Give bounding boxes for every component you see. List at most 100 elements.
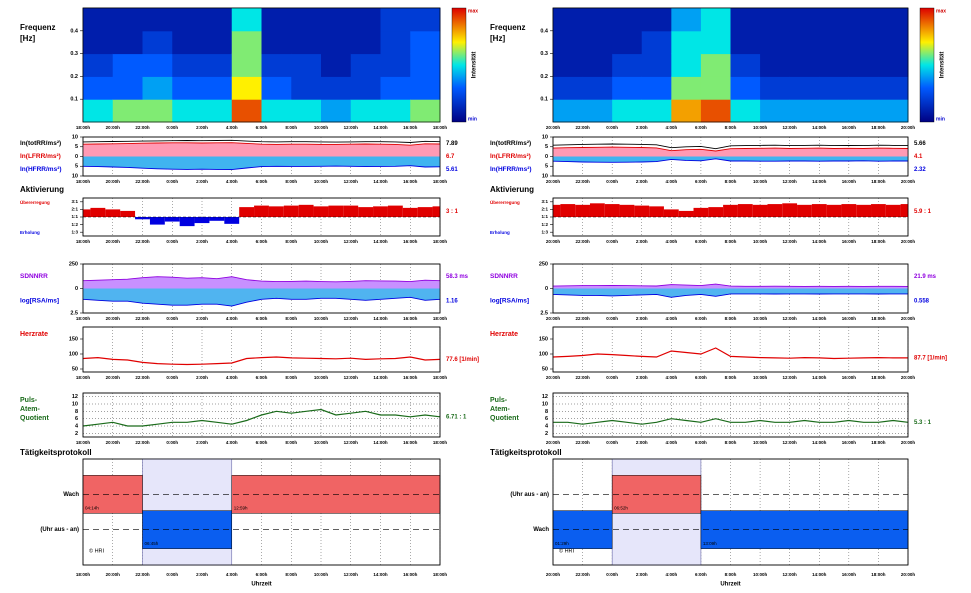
x-tick-label: 16:00h — [842, 440, 857, 445]
segment-label: 01:29h — [555, 541, 569, 546]
panel-border — [552, 392, 909, 438]
x-tick-label: 20:00h — [901, 316, 916, 321]
y-tick-label: 6 — [545, 416, 548, 422]
x-tick-label: 6:00h — [695, 375, 707, 380]
summary-value: 1.16 — [446, 298, 458, 304]
y-tick-label: 5 — [545, 144, 548, 150]
heat-cell — [112, 76, 143, 100]
x-tick-label: 12:00h — [783, 572, 798, 577]
heat-cell — [612, 8, 643, 32]
heat-cell — [142, 76, 173, 100]
heat-cell — [819, 99, 850, 123]
heat-cell — [878, 76, 909, 100]
y-tick-label: 250 — [69, 261, 78, 267]
bar — [752, 204, 768, 217]
y-tick-label: 10 — [72, 173, 78, 179]
y-tick-label: 1:2 — [71, 222, 78, 227]
series-line — [82, 142, 441, 146]
x-tick-label: 0:00h — [606, 375, 618, 380]
x-tick-label: 8:00h — [725, 239, 737, 244]
summary-value: 21.9 ms — [914, 274, 937, 280]
x-tick-label: 16:00h — [403, 179, 418, 184]
panel-title: Tätigkeitsprotokoll — [490, 448, 562, 457]
x-tick-label: 0:00h — [606, 239, 618, 244]
series-name: ln(HFRR/ms²) — [490, 166, 532, 173]
bar — [239, 207, 255, 217]
x-tick-label: 14:00h — [812, 316, 827, 321]
heat-cell — [142, 30, 173, 55]
x-tick-label: 20:00h — [546, 125, 561, 130]
bar — [179, 217, 195, 227]
bar — [885, 204, 901, 217]
x-tick-label: 12:00h — [344, 125, 359, 130]
heat-cell — [760, 30, 791, 55]
area — [553, 288, 908, 298]
bar — [268, 206, 284, 217]
x-tick-label: 14:00h — [373, 179, 388, 184]
panel-border — [82, 392, 441, 438]
x-tick-label: 14:00h — [812, 179, 827, 184]
bar — [663, 209, 679, 217]
x-tick-label: 0:00h — [166, 316, 178, 321]
x-tick-label: 22:00h — [575, 440, 590, 445]
x-tick-label: 22:00h — [135, 440, 150, 445]
x-tick-label: 0:00h — [606, 316, 618, 321]
x-tick-label: 6:00h — [256, 572, 268, 577]
y-tick-label: 10 — [542, 173, 548, 179]
heat-cell — [819, 53, 850, 77]
x-tick-label: 14:00h — [373, 375, 388, 380]
heat-cell — [231, 76, 262, 100]
y-tick-label: 150 — [69, 336, 78, 342]
heat-cell — [878, 8, 909, 32]
x-tick-label: 16:00h — [842, 375, 857, 380]
x-tick-label: 14:00h — [373, 572, 388, 577]
series-line — [82, 408, 441, 427]
x-tick-label: 14:00h — [812, 572, 827, 577]
y-tick-label: 8 — [545, 409, 548, 415]
row-name: Wach — [533, 527, 549, 533]
x-tick-label: 18:00h — [871, 316, 886, 321]
heat-cell — [848, 99, 879, 123]
bar — [782, 203, 798, 217]
x-tick-label: 20:00h — [106, 125, 121, 130]
x-tick-label: 6:00h — [256, 375, 268, 380]
heat-cell — [112, 53, 143, 77]
upper-label: Übererregung — [20, 199, 50, 205]
y-tick-label: 0.1 — [540, 97, 548, 103]
x-tick-label: 20:00h — [106, 316, 121, 321]
heat-cell — [700, 53, 731, 77]
x-tick-label: 12:00h — [783, 316, 798, 321]
x-tick-label: 18:00h — [76, 375, 91, 380]
x-tick-label: 22:00h — [135, 375, 150, 380]
x-tick-label: 12:00h — [783, 375, 798, 380]
y-tick-label: 2.5 — [70, 310, 78, 316]
heat-cell — [410, 30, 441, 55]
summary-value: 3 : 1 — [446, 209, 459, 215]
upper-label: Übererregung — [490, 199, 520, 205]
heat-cell — [878, 53, 909, 77]
heat-cell — [582, 99, 613, 123]
heat-cell — [641, 8, 672, 32]
heat-cell — [789, 30, 820, 55]
bar — [900, 204, 908, 217]
x-tick-label: 4:00h — [665, 239, 677, 244]
x-tick-label: 20:00h — [546, 572, 561, 577]
heat-cell — [231, 30, 262, 55]
credit: © HRI — [559, 547, 575, 554]
heat-cell — [671, 76, 702, 100]
y-tick-label: 2.5 — [540, 310, 548, 316]
series-name: SDNNRR — [490, 273, 518, 280]
x-tick-label: 2:00h — [636, 179, 648, 184]
y-tick-label: 8 — [75, 409, 78, 415]
heat-cell — [202, 99, 233, 123]
y-tick-label: 2 — [545, 431, 548, 437]
bar — [634, 205, 650, 217]
heat-cell — [612, 76, 643, 100]
x-tick-label: 18:00h — [433, 440, 448, 445]
x-tick-label: 18:00h — [433, 572, 448, 577]
x-tick-label: 18:00h — [76, 440, 91, 445]
heat-cell — [641, 53, 672, 77]
colorbar-title: Intensität — [940, 52, 946, 79]
heat-cell — [789, 76, 820, 100]
x-tick-label: 10:00h — [314, 440, 329, 445]
